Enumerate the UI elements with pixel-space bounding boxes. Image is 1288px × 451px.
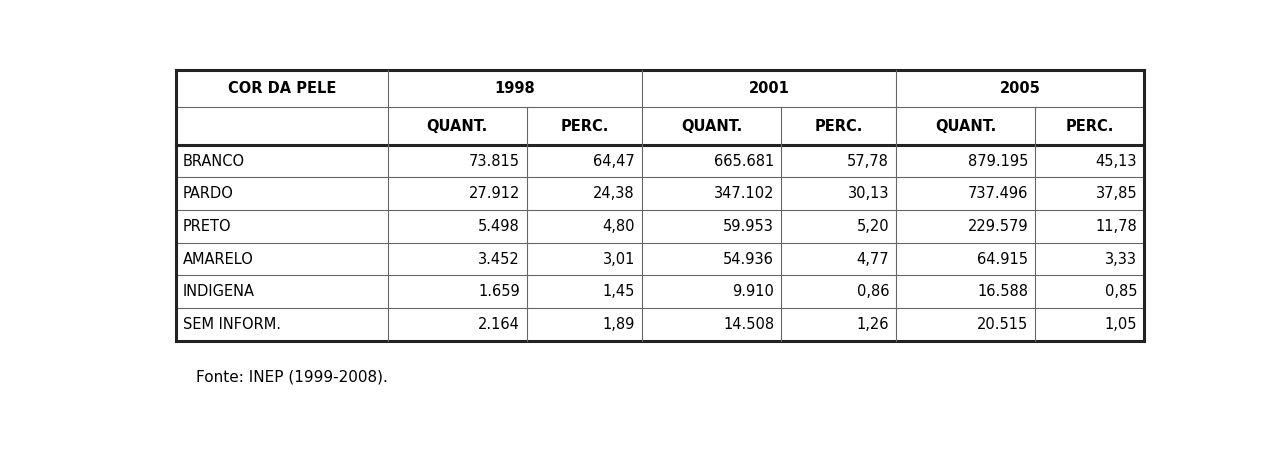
Text: PERC.: PERC. bbox=[560, 119, 609, 133]
Text: 2.164: 2.164 bbox=[478, 317, 520, 332]
Text: 3,33: 3,33 bbox=[1105, 252, 1137, 267]
Text: AMARELO: AMARELO bbox=[183, 252, 254, 267]
Text: 3.452: 3.452 bbox=[478, 252, 520, 267]
Text: 30,13: 30,13 bbox=[848, 186, 889, 201]
Text: 2001: 2001 bbox=[748, 81, 790, 96]
Text: 5.498: 5.498 bbox=[478, 219, 520, 234]
Text: 1,26: 1,26 bbox=[857, 317, 889, 332]
Text: 4,77: 4,77 bbox=[857, 252, 889, 267]
Text: 0,86: 0,86 bbox=[857, 284, 889, 299]
Text: 5,20: 5,20 bbox=[857, 219, 889, 234]
Text: BRANCO: BRANCO bbox=[183, 154, 245, 169]
Text: 73.815: 73.815 bbox=[469, 154, 520, 169]
Text: 37,85: 37,85 bbox=[1096, 186, 1137, 201]
Text: 16.588: 16.588 bbox=[978, 284, 1028, 299]
Text: 1,89: 1,89 bbox=[603, 317, 635, 332]
Text: 347.102: 347.102 bbox=[714, 186, 774, 201]
Text: SEM INFORM.: SEM INFORM. bbox=[183, 317, 281, 332]
Text: 879.195: 879.195 bbox=[969, 154, 1028, 169]
Text: INDIGENA: INDIGENA bbox=[183, 284, 255, 299]
Text: PERC.: PERC. bbox=[814, 119, 863, 133]
Text: 0,85: 0,85 bbox=[1105, 284, 1137, 299]
Text: 3,01: 3,01 bbox=[603, 252, 635, 267]
Text: QUANT.: QUANT. bbox=[681, 119, 742, 133]
Text: 4,80: 4,80 bbox=[603, 219, 635, 234]
Text: 1998: 1998 bbox=[495, 81, 536, 96]
Text: Fonte: INEP (1999-2008).: Fonte: INEP (1999-2008). bbox=[196, 369, 388, 385]
Text: 737.496: 737.496 bbox=[969, 186, 1028, 201]
Text: 27.912: 27.912 bbox=[469, 186, 520, 201]
Text: QUANT.: QUANT. bbox=[935, 119, 997, 133]
Text: 14.508: 14.508 bbox=[723, 317, 774, 332]
Text: 54.936: 54.936 bbox=[724, 252, 774, 267]
Text: 64,47: 64,47 bbox=[594, 154, 635, 169]
Text: 20.515: 20.515 bbox=[978, 317, 1028, 332]
Text: 229.579: 229.579 bbox=[967, 219, 1028, 234]
Text: 24,38: 24,38 bbox=[594, 186, 635, 201]
Text: PRETO: PRETO bbox=[183, 219, 232, 234]
Text: 59.953: 59.953 bbox=[724, 219, 774, 234]
Text: 45,13: 45,13 bbox=[1096, 154, 1137, 169]
Text: 1,45: 1,45 bbox=[603, 284, 635, 299]
Text: 1.659: 1.659 bbox=[478, 284, 520, 299]
Text: 665.681: 665.681 bbox=[714, 154, 774, 169]
Text: 1,05: 1,05 bbox=[1105, 317, 1137, 332]
Text: PARDO: PARDO bbox=[183, 186, 234, 201]
Text: 64.915: 64.915 bbox=[978, 252, 1028, 267]
Text: 2005: 2005 bbox=[999, 81, 1041, 96]
Text: PERC.: PERC. bbox=[1065, 119, 1114, 133]
Text: 57,78: 57,78 bbox=[848, 154, 889, 169]
Text: 9.910: 9.910 bbox=[733, 284, 774, 299]
Text: QUANT.: QUANT. bbox=[426, 119, 488, 133]
Text: COR DA PELE: COR DA PELE bbox=[228, 81, 336, 96]
Text: 11,78: 11,78 bbox=[1096, 219, 1137, 234]
